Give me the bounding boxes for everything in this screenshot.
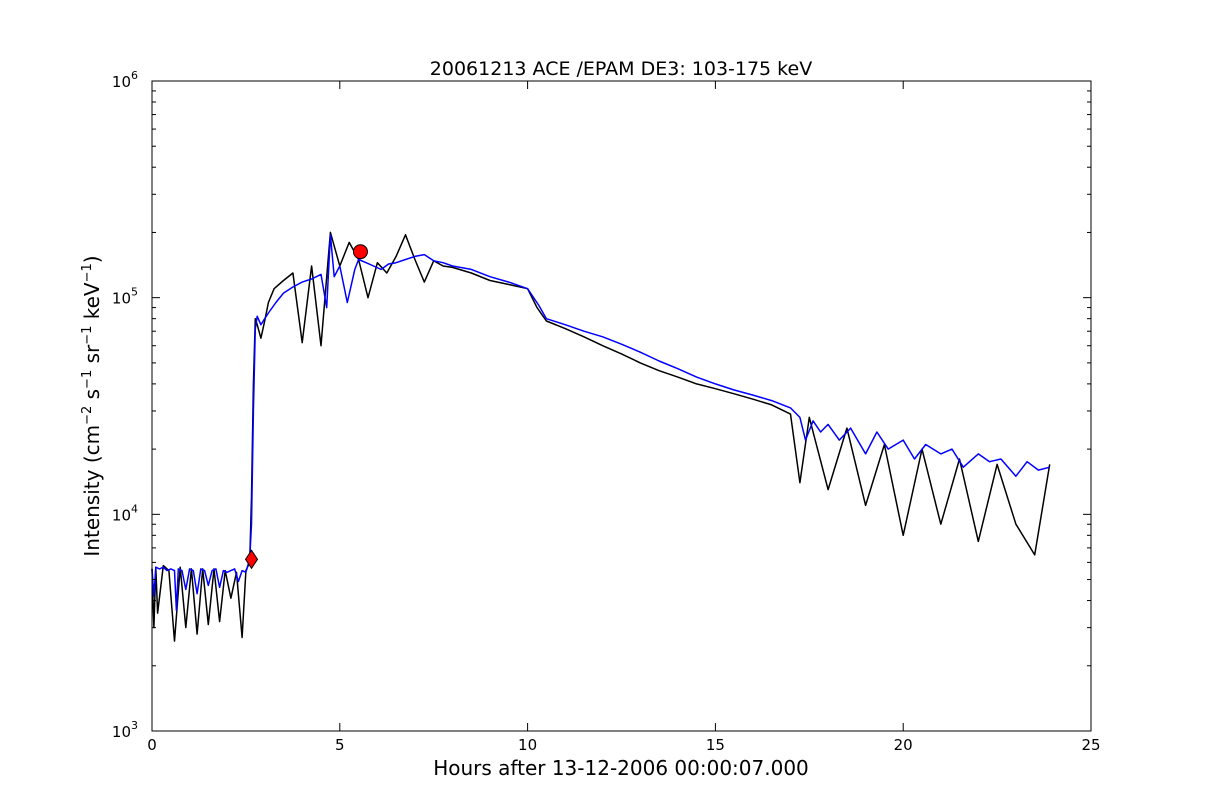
y-label-exp-cm: −2 [80, 406, 95, 425]
x-tick-label: 20 [894, 736, 913, 754]
y-tick-label: 106 [112, 69, 138, 91]
series-line-0 [151, 231, 1051, 642]
x-tick-label: 5 [335, 736, 345, 754]
y-label-exp-kev: −1 [80, 263, 95, 282]
y-label-exp-sr: −1 [80, 326, 95, 345]
y-tick-base: 10 [112, 723, 131, 741]
y-tick-exp: 4 [131, 502, 138, 515]
y-tick-label: 103 [112, 719, 138, 741]
peak-marker [352, 244, 368, 260]
series-line-1 [151, 234, 1050, 612]
series-layer [151, 231, 1051, 642]
x-tick-label: 10 [518, 736, 537, 754]
x-tick-label: 15 [706, 736, 725, 754]
y-label-exp-s: −1 [80, 370, 95, 389]
x-tick-label: 0 [147, 736, 157, 754]
y-tick-base: 10 [112, 73, 131, 91]
y-label-suffix: ) [80, 255, 104, 263]
onset-marker [244, 549, 259, 570]
y-tick-exp: 5 [131, 286, 138, 299]
y-tick-label: 104 [112, 502, 138, 524]
y-label-sr: sr [80, 344, 104, 370]
y-tick-exp: 6 [131, 69, 138, 82]
plot-frame [151, 80, 1092, 732]
y-label-s: s [80, 389, 104, 406]
y-tick-label: 105 [112, 286, 138, 308]
y-label-prefix: Intensity (cm [80, 425, 104, 557]
y-tick-exp: 3 [131, 719, 138, 732]
x-tick-label: 25 [1081, 736, 1100, 754]
y-axis-label: Intensity (cm−2 s−1 sr−1 keV−1) [80, 255, 104, 556]
chart-title: 20061213 ACE /EPAM DE3: 103-175 keV [430, 58, 812, 80]
marker-layer [244, 244, 368, 570]
y-tick-base: 10 [112, 506, 131, 524]
x-axis-ticks: 0 5 10 15 20 25 [147, 81, 1101, 754]
y-label-kev: keV [80, 282, 104, 326]
x-axis-label: Hours after 13-12-2006 00:00:07.000 [433, 756, 809, 780]
y-tick-base: 10 [112, 290, 131, 308]
